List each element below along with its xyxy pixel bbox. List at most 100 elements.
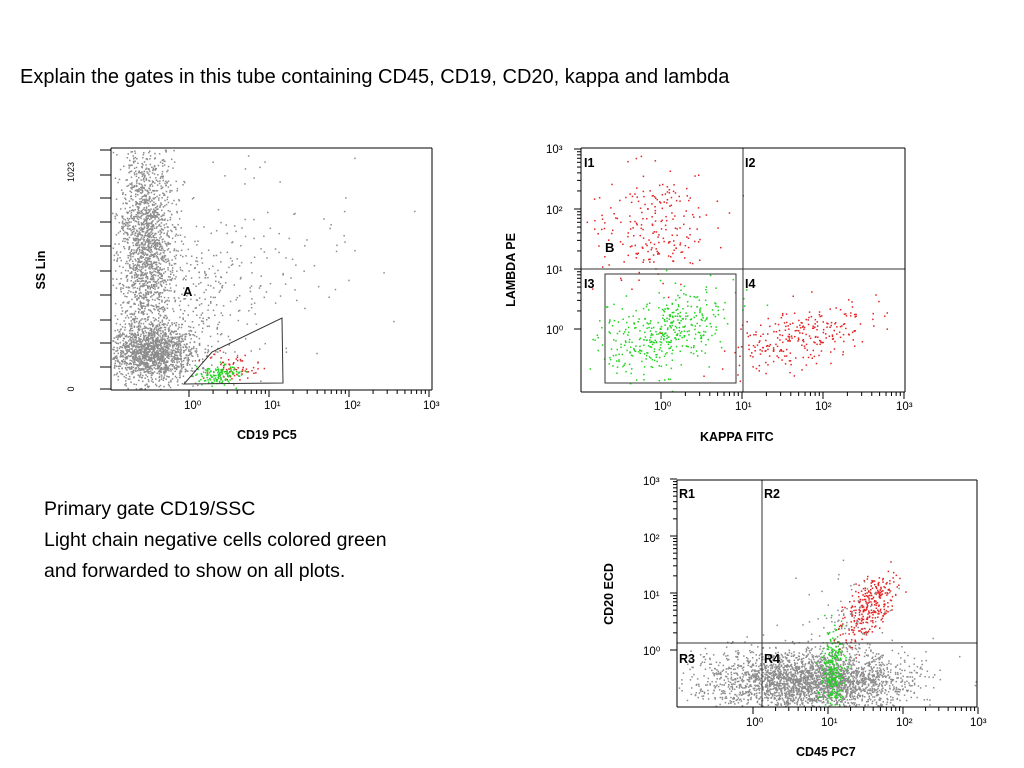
event-gray bbox=[147, 302, 150, 304]
event-gray bbox=[860, 678, 862, 680]
event-gray bbox=[128, 228, 130, 230]
event-gray bbox=[175, 284, 177, 287]
event-gray bbox=[121, 225, 123, 228]
event-red bbox=[244, 354, 246, 357]
event-gray bbox=[182, 312, 184, 315]
event-gray bbox=[383, 272, 385, 274]
event-red bbox=[620, 279, 623, 281]
event-gray bbox=[130, 183, 132, 185]
event-green bbox=[609, 319, 611, 321]
event-red bbox=[805, 318, 807, 321]
event-red bbox=[748, 348, 750, 351]
event-green bbox=[674, 282, 677, 284]
event-red bbox=[658, 184, 661, 187]
event-gray bbox=[198, 271, 200, 274]
event-green bbox=[715, 326, 717, 328]
event-gray bbox=[144, 344, 146, 347]
event-gray bbox=[134, 336, 136, 338]
event-gray bbox=[124, 202, 127, 204]
event-gray bbox=[156, 184, 159, 186]
event-gray bbox=[126, 211, 128, 214]
event-gray bbox=[146, 218, 148, 221]
event-gray bbox=[154, 247, 156, 250]
event-gray bbox=[150, 290, 152, 293]
event-gray bbox=[151, 371, 153, 374]
event-gray bbox=[182, 255, 184, 258]
event-gray bbox=[130, 327, 132, 329]
event-gray bbox=[159, 357, 161, 359]
event-gray bbox=[164, 326, 167, 329]
event-red bbox=[816, 343, 818, 346]
event-red bbox=[873, 325, 875, 327]
event-gray bbox=[148, 385, 150, 388]
event-gray bbox=[141, 242, 144, 244]
event-gray bbox=[138, 337, 140, 339]
event-gray bbox=[122, 240, 124, 242]
event-gray bbox=[167, 366, 169, 368]
event-gray bbox=[175, 233, 178, 235]
event-gray bbox=[147, 264, 149, 266]
event-gray bbox=[939, 669, 941, 671]
event-red bbox=[845, 327, 847, 330]
event-gray bbox=[127, 224, 129, 226]
event-gray bbox=[140, 302, 143, 304]
event-gray bbox=[129, 183, 131, 185]
event-gray bbox=[156, 190, 158, 192]
event-gray bbox=[118, 361, 120, 363]
event-red bbox=[668, 241, 670, 243]
event-gray bbox=[125, 377, 127, 379]
event-gray bbox=[133, 239, 135, 241]
event-gray bbox=[115, 198, 118, 200]
event-gray bbox=[152, 343, 154, 345]
event-gray bbox=[166, 369, 168, 371]
event-red bbox=[767, 348, 769, 351]
event-gray bbox=[143, 254, 145, 256]
event-red bbox=[673, 240, 675, 242]
event-gray bbox=[820, 673, 822, 676]
event-gray bbox=[137, 347, 139, 349]
event-gray bbox=[162, 165, 164, 167]
event-gray bbox=[249, 287, 251, 289]
event-gray bbox=[133, 325, 136, 327]
event-green bbox=[681, 345, 684, 347]
event-gray bbox=[135, 367, 137, 370]
event-gray bbox=[160, 236, 162, 238]
event-gray bbox=[296, 299, 298, 302]
event-gray bbox=[254, 313, 256, 315]
event-red bbox=[656, 250, 658, 253]
event-green bbox=[709, 274, 712, 277]
event-red bbox=[801, 326, 804, 328]
event-gray bbox=[233, 384, 235, 386]
event-gray bbox=[176, 333, 179, 335]
event-gray bbox=[127, 366, 130, 369]
event-green bbox=[669, 378, 672, 381]
event-red bbox=[740, 328, 742, 330]
event-gray bbox=[130, 371, 133, 373]
event-green bbox=[663, 297, 665, 299]
event-gray bbox=[151, 380, 153, 382]
event-red bbox=[641, 211, 643, 214]
event-green bbox=[664, 332, 667, 334]
event-green bbox=[201, 373, 203, 376]
event-gray bbox=[120, 278, 122, 280]
event-red bbox=[670, 256, 672, 258]
plot1-y-axis-label: SS Lin bbox=[34, 251, 48, 290]
event-gray bbox=[155, 346, 157, 348]
event-green bbox=[674, 331, 676, 334]
event-gray bbox=[133, 318, 135, 320]
event-gray bbox=[148, 348, 150, 350]
event-red bbox=[239, 379, 241, 381]
event-gray bbox=[115, 365, 118, 367]
event-gray bbox=[145, 349, 148, 351]
event-red bbox=[601, 228, 603, 231]
event-gray bbox=[152, 181, 154, 183]
event-gray bbox=[177, 358, 180, 361]
event-gray bbox=[226, 271, 228, 274]
event-gray bbox=[167, 367, 170, 369]
event-gray bbox=[138, 343, 140, 346]
event-gray bbox=[167, 339, 169, 342]
event-gray bbox=[152, 341, 154, 343]
event-gray bbox=[210, 296, 212, 298]
event-gray bbox=[140, 234, 142, 236]
event-red bbox=[229, 364, 231, 366]
